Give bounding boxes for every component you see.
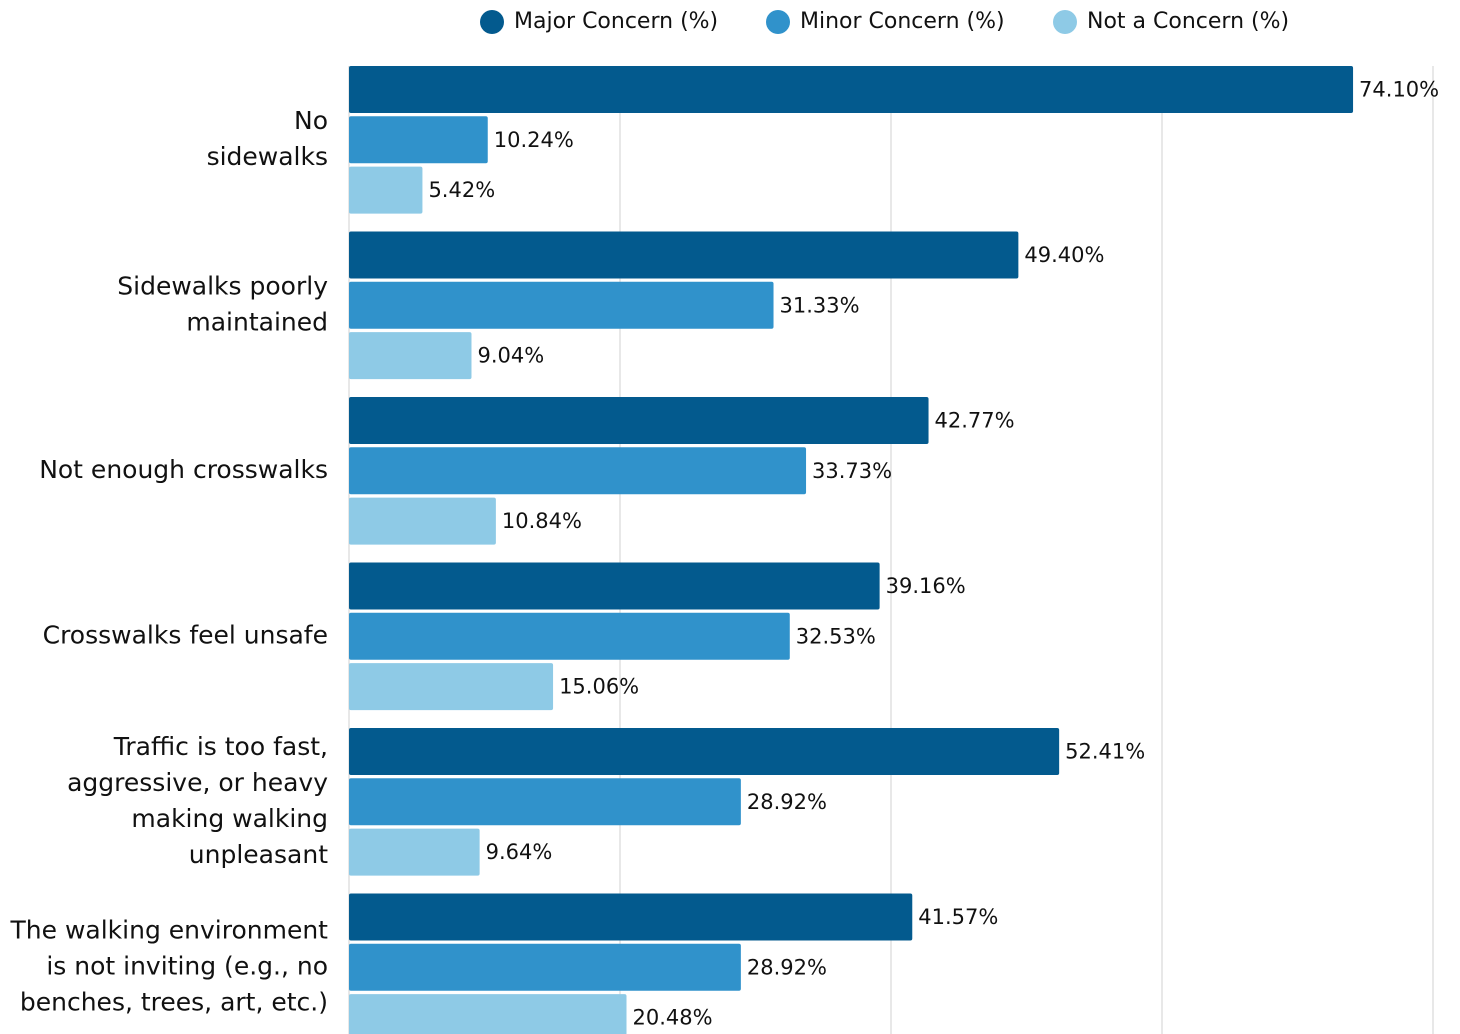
value-label: 74.10% bbox=[1359, 78, 1439, 102]
value-label: 15.06% bbox=[559, 675, 639, 699]
bar bbox=[349, 397, 929, 444]
bar bbox=[349, 943, 741, 991]
category-label: Sidewalks poorly maintained bbox=[117, 272, 328, 337]
value-label: 49.40% bbox=[1024, 243, 1104, 267]
value-label: 41.57% bbox=[918, 905, 998, 929]
category-label: Crosswalks feel unsafe bbox=[43, 621, 328, 650]
bar bbox=[349, 994, 627, 1034]
value-label: 31.33% bbox=[780, 293, 860, 317]
value-label: 10.84% bbox=[502, 509, 582, 533]
bar bbox=[349, 893, 913, 941]
value-label: 33.73% bbox=[812, 459, 892, 483]
value-label: 52.41% bbox=[1065, 740, 1145, 764]
value-label: 20.48% bbox=[633, 1006, 713, 1030]
legend-label: Minor Concern (%) bbox=[800, 9, 1005, 34]
value-label: 9.04% bbox=[477, 344, 544, 368]
bar bbox=[349, 612, 790, 660]
category-label: Traffic is too fast, aggressive, or heavy… bbox=[67, 732, 328, 869]
bar bbox=[349, 728, 1060, 775]
bar bbox=[349, 497, 496, 545]
category-label: The walking environment is not inviting (… bbox=[10, 916, 329, 1017]
bar bbox=[349, 66, 1354, 113]
value-label: 5.42% bbox=[428, 178, 495, 202]
bar bbox=[349, 166, 423, 214]
category-label: No sidewalks bbox=[207, 106, 328, 171]
bar bbox=[349, 663, 554, 711]
bar bbox=[349, 231, 1019, 279]
value-label: 39.16% bbox=[886, 574, 966, 598]
bar bbox=[349, 116, 488, 164]
value-label: 32.53% bbox=[796, 624, 876, 648]
value-label: 42.77% bbox=[935, 409, 1015, 433]
legend-swatch bbox=[766, 10, 790, 34]
legend-swatch bbox=[480, 10, 504, 34]
bar bbox=[349, 281, 774, 329]
legend-label: Major Concern (%) bbox=[514, 9, 718, 34]
bar bbox=[349, 447, 807, 495]
value-label: 9.64% bbox=[486, 840, 553, 864]
legend-swatch bbox=[1053, 10, 1077, 34]
category-label: Not enough crosswalks bbox=[39, 455, 328, 484]
bar bbox=[349, 778, 741, 826]
value-label: 28.92% bbox=[747, 790, 827, 814]
bar bbox=[349, 332, 472, 380]
bar bbox=[349, 562, 880, 610]
bar bbox=[349, 828, 480, 876]
value-label: 28.92% bbox=[747, 955, 827, 979]
value-label: 10.24% bbox=[494, 128, 574, 152]
legend-label: Not a Concern (%) bbox=[1087, 9, 1289, 34]
